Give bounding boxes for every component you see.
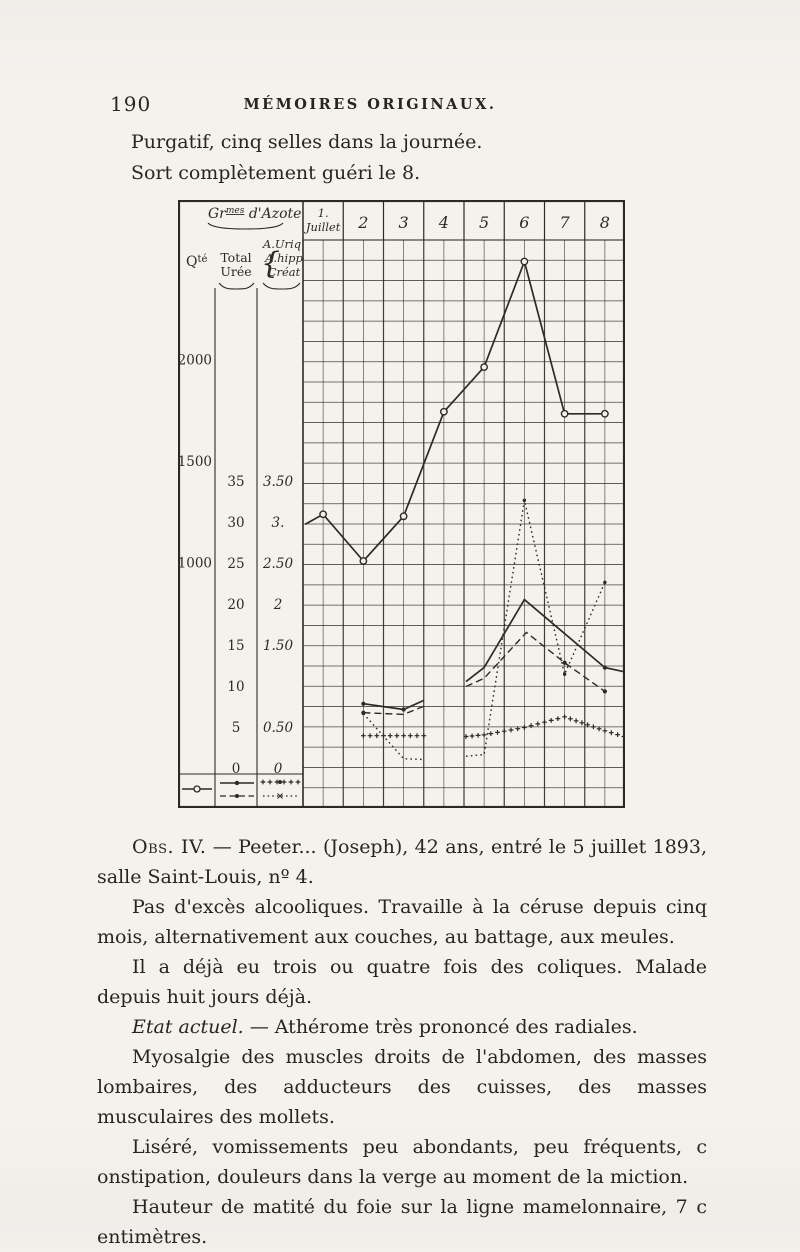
intro-line-2: Sort complètement guéri le 8.	[131, 162, 421, 184]
svg-text:Qté: Qté	[186, 254, 208, 270]
page-number: 190	[110, 92, 152, 116]
svg-text:Grmes d'Azote: Grmes d'Azote	[208, 206, 301, 222]
svg-text:3.50: 3.50	[263, 474, 293, 490]
svg-text:{: {	[261, 246, 280, 281]
svg-text:35: 35	[227, 474, 244, 490]
svg-text:6: 6	[519, 213, 529, 232]
svg-text:30: 30	[227, 515, 244, 531]
svg-text:Urée: Urée	[220, 264, 251, 279]
svg-text:3: 3	[399, 213, 409, 232]
svg-text:0.50: 0.50	[263, 720, 293, 736]
body-paragraph: Myosalgie des muscles droits de l'abdome…	[97, 1046, 707, 1128]
series-uree	[361, 631, 607, 716]
svg-text:3.: 3.	[272, 515, 285, 531]
svg-text:1000: 1000	[178, 556, 212, 572]
svg-text:5: 5	[479, 213, 489, 232]
intro-line-1: Purgatif, cinq selles dans la journée.	[131, 131, 483, 153]
series-creat	[361, 498, 607, 761]
svg-text:2: 2	[273, 597, 283, 613]
svg-text:0: 0	[232, 761, 241, 777]
svg-text:Total: Total	[220, 250, 251, 265]
svg-text:Juillet: Juillet	[304, 220, 341, 234]
azote-chart-figure: Grmes d'Azote Qté Total Urée A.Uriq A.hipp Cré…	[178, 199, 627, 809]
legend-symbols	[182, 779, 301, 799]
svg-text:8: 8	[600, 213, 610, 232]
svg-text:2.50: 2.50	[262, 556, 293, 572]
svg-text:1.50: 1.50	[263, 638, 293, 654]
body-paragraph: Pas d'excès alcooliques. Travaille à la …	[97, 896, 707, 948]
series-auriq	[361, 714, 627, 739]
svg-text:2000: 2000	[178, 353, 212, 369]
svg-text:5: 5	[232, 720, 241, 736]
journal-header: MÉMOIRES ORIGINAUX.	[243, 96, 497, 113]
chart-grid	[178, 200, 626, 809]
svg-text:A.Uriq: A.Uriq	[262, 237, 301, 251]
body-paragraph: Il a déjà eu trois ou quatre fois des co…	[97, 956, 707, 1008]
body-paragraph: Hauteur de matité du foie sur la ligne m…	[97, 1196, 707, 1248]
svg-text:7: 7	[560, 213, 571, 232]
svg-text:A.hipp: A.hipp	[264, 251, 303, 265]
svg-text:25: 25	[227, 556, 244, 572]
svg-text:1500: 1500	[178, 454, 212, 470]
series-qte	[304, 257, 609, 565]
svg-text:2: 2	[357, 213, 368, 232]
body-paragraph: Obs. IV. — Peeter... (Joseph), 42 ans, e…	[97, 836, 707, 888]
svg-text:0: 0	[274, 761, 283, 777]
svg-text:Créat: Créat	[268, 265, 301, 279]
observation-text: Obs. IV. — Peeter... (Joseph), 42 ans, e…	[97, 832, 707, 1252]
svg-text:10: 10	[227, 679, 244, 695]
body-paragraph: Liséré, vomissements peu abondants, peu …	[97, 1136, 707, 1188]
svg-text:15: 15	[227, 638, 244, 654]
series-total	[361, 598, 625, 712]
svg-text:4: 4	[438, 213, 449, 232]
body-paragraph: Etat actuel. — Athérome très prononcé de…	[132, 1016, 638, 1038]
svg-text:1.: 1.	[318, 206, 329, 220]
axis-tick-labels: 2000 1500 1000 35 30 25 20 15 10 5 0 3.50 3. 2.50 2 1.5…	[178, 353, 294, 778]
svg-text:20: 20	[227, 597, 244, 613]
